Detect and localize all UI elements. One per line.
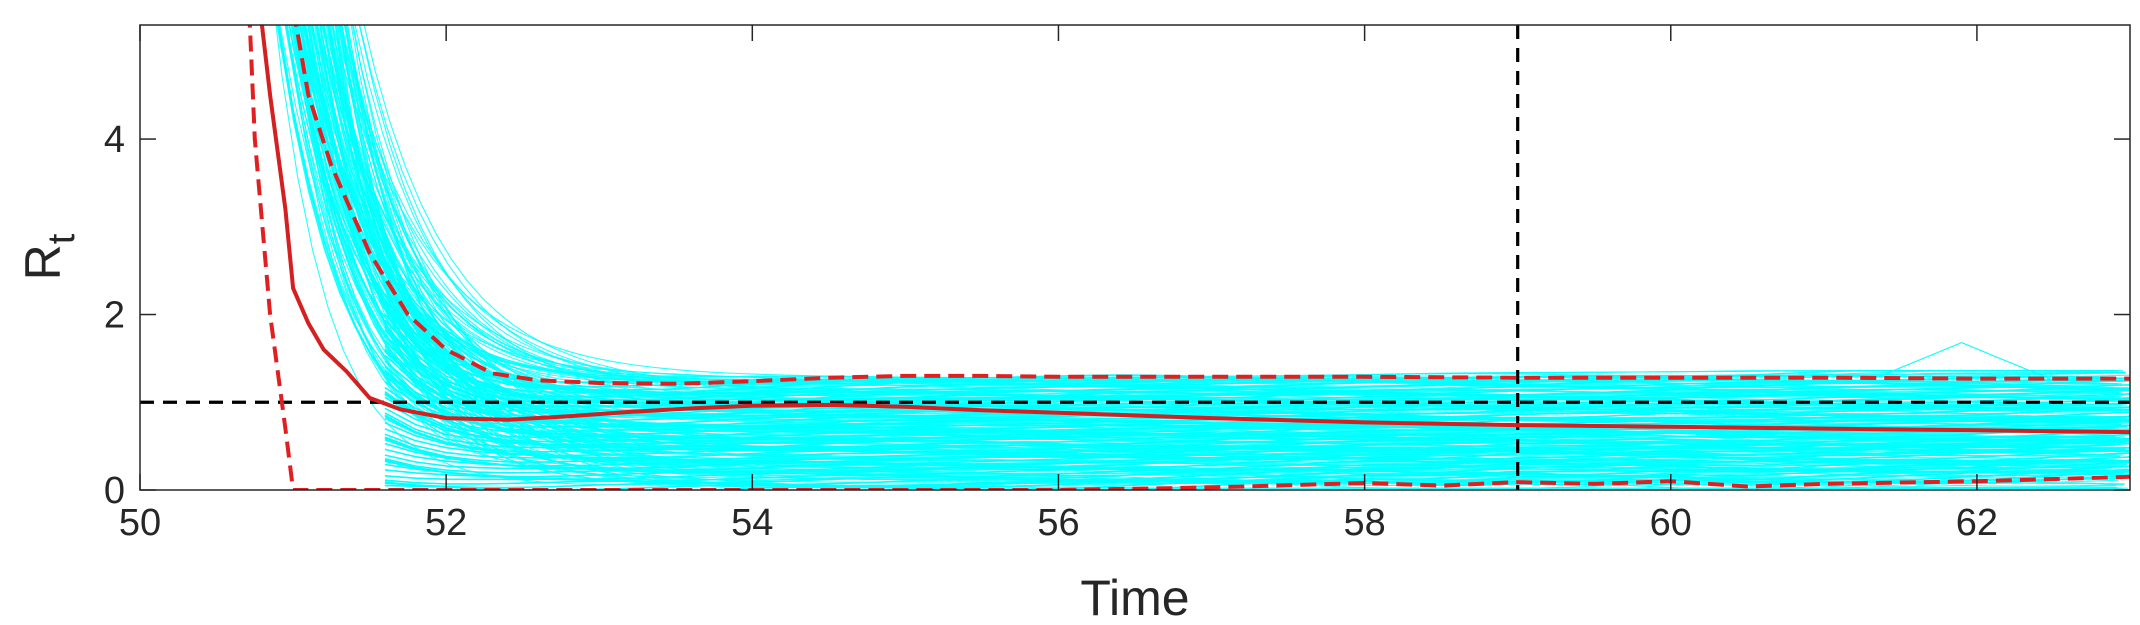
ensemble-line <box>363 25 2120 406</box>
ensemble-line <box>341 25 2122 400</box>
ensemble-line <box>322 25 2125 412</box>
y-axis-title-main: R <box>15 244 71 280</box>
ensemble-line <box>344 25 2118 383</box>
ensemble-line <box>303 25 2120 388</box>
y-tick-label: 4 <box>104 119 125 161</box>
upper-bound-line <box>294 25 2130 386</box>
ensemble-line <box>319 25 2123 383</box>
y-axis-title: Rt <box>15 233 83 280</box>
ensemble-line <box>303 25 2126 385</box>
ensemble-line <box>322 25 2130 424</box>
x-tick-label: 60 <box>1650 502 1692 544</box>
tick-labels-group: 50 52 54 56 58 60 62 0 2 4 <box>104 119 1998 544</box>
x-tick-label: 56 <box>1037 502 1079 544</box>
ensemble-line <box>384 280 2130 384</box>
ensemble-line <box>327 25 2118 387</box>
ensemble-line <box>312 25 2122 401</box>
ensemble-line <box>299 25 2121 395</box>
ensemble-line <box>314 25 2118 404</box>
plot-area-frame <box>139 24 2131 491</box>
x-tick-label: 52 <box>425 502 467 544</box>
ensemble-line <box>359 25 2117 388</box>
ensemble-line <box>343 25 2124 414</box>
ensemble-line <box>358 25 2120 423</box>
ensemble-lines-group <box>275 25 2130 490</box>
ensemble-line <box>354 25 2128 389</box>
ensemble-line <box>319 25 2118 415</box>
ensemble-line <box>303 25 2128 407</box>
ensemble-line <box>294 25 2117 399</box>
ensemble-line <box>306 25 2120 401</box>
x-tick-label: 62 <box>1956 502 1998 544</box>
ensemble-line <box>310 25 2119 413</box>
axis-ticks-group <box>139 25 2130 491</box>
ensemble-line <box>320 25 2123 405</box>
ensemble-line <box>322 25 2122 427</box>
ensemble-line <box>317 25 2125 411</box>
ensemble-line <box>289 25 2115 412</box>
ensemble-line <box>293 25 2117 384</box>
y-tick-label: 2 <box>104 295 125 337</box>
ensemble-line <box>295 25 2118 392</box>
x-tick-label: 58 <box>1343 502 1385 544</box>
y-tick-label: 0 <box>104 470 125 512</box>
ensemble-line <box>352 25 2122 422</box>
x-axis-title: Time <box>1080 570 1189 625</box>
median-line <box>259 25 2130 435</box>
ensemble-line <box>301 25 2117 401</box>
ensemble-outlier-line <box>310 25 2130 381</box>
ensemble-line <box>340 25 2122 406</box>
ensemble-line <box>323 25 2126 391</box>
ensemble-line <box>384 448 2130 473</box>
statistic-lines-group <box>247 25 2130 490</box>
x-tick-label: 54 <box>731 502 773 544</box>
ensemble-line <box>339 25 2123 409</box>
ensemble-line <box>341 25 2119 391</box>
ensemble-line <box>300 25 2117 390</box>
ensemble-line <box>344 25 2123 385</box>
ensemble-line <box>315 25 2130 418</box>
x-tick-label: 50 <box>119 502 161 544</box>
ensemble-line <box>332 25 2120 396</box>
ensemble-line <box>315 25 2130 393</box>
ensemble-line <box>298 25 2118 401</box>
ensemble-line <box>384 293 2130 395</box>
ensemble-line <box>326 25 2123 403</box>
y-axis-title-subscript: t <box>41 233 83 244</box>
ensemble-line <box>327 25 2119 380</box>
reference-lines-group <box>140 25 2130 490</box>
ensemble-line <box>294 25 2123 429</box>
ensemble-line <box>319 25 2115 400</box>
ensemble-line <box>295 25 2123 415</box>
ensemble-line <box>322 25 2126 432</box>
svg-text:Rt: Rt <box>15 233 83 280</box>
ensemble-line <box>334 25 2116 379</box>
ensemble-line <box>317 25 2119 432</box>
ensemble-line <box>330 25 2126 384</box>
ensemble-line <box>336 25 2116 460</box>
ensemble-line <box>328 25 2130 394</box>
ensemble-line <box>290 25 2124 426</box>
lower-bound-line <box>247 25 2130 490</box>
ensemble-line <box>344 25 2127 438</box>
